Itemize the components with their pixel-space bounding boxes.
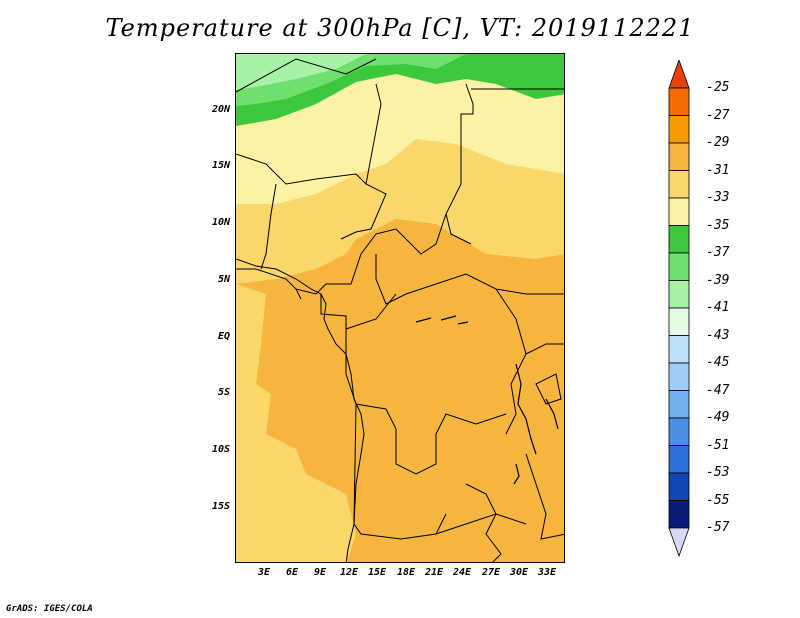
colorbar-tick-label: -49	[706, 410, 730, 425]
colorbar-tick-label: -33	[706, 190, 730, 205]
lat-label-10n: 10N	[211, 217, 230, 228]
lon-label-21e: 21E	[424, 567, 444, 578]
lat-label-15n: 15N	[211, 160, 230, 171]
colorbar-segment	[668, 280, 690, 309]
map-title: Temperature at 300hPa [C], VT: 201911222…	[105, 14, 695, 42]
lat-label-20n: 20N	[211, 104, 230, 115]
colorbar-segment	[668, 362, 690, 391]
lat-label-5s: 5S	[217, 387, 230, 398]
colorbar-segment	[668, 335, 690, 364]
colorbar-top-triangle	[668, 60, 690, 89]
colorbar-tick-label: -37	[706, 245, 730, 260]
colorbar-tick-label: -29	[706, 135, 730, 150]
colorbar-tick-label: -45	[706, 355, 730, 370]
map-svg	[236, 54, 564, 562]
colorbar-segment	[668, 142, 690, 171]
colorbar-segment	[668, 170, 690, 199]
colorbar-tick-label: -41	[706, 300, 730, 315]
colorbar-segment	[668, 417, 690, 446]
colorbar-tick-label: -35	[706, 217, 730, 233]
lon-label-33e: 33E	[537, 567, 557, 578]
colorbar-bottom-triangle	[668, 527, 690, 558]
colorbar-segment	[668, 252, 690, 281]
colorbar-tick-label: -39	[706, 272, 730, 288]
lon-label-3e: 3E	[257, 567, 271, 578]
lon-label-18e: 18E	[396, 567, 416, 578]
colorbar-tick-label: -55	[706, 492, 730, 508]
colorbar-tick-label: -25	[706, 80, 730, 95]
colorbar-segment	[668, 225, 690, 254]
fill-mid-west-coast	[236, 284, 356, 562]
colorbar-segment	[668, 197, 690, 226]
country-borders	[236, 58, 564, 562]
lon-label-12e: 12E	[339, 567, 359, 578]
lon-label-24e: 24E	[452, 567, 472, 578]
colorbar-segment	[668, 87, 690, 116]
colorbar-segment	[668, 115, 690, 144]
colorbar-tick-label: -53	[706, 465, 730, 480]
credit-text: GrADS: IGES/COLA	[6, 604, 93, 614]
colorbar-tick-label: -51	[706, 437, 730, 453]
colorbar-segment	[668, 445, 690, 474]
colorbar-segment	[668, 307, 690, 336]
colorbar-segment	[668, 472, 690, 501]
lon-label-30e: 30E	[509, 567, 529, 578]
lat-label-15s: 15S	[211, 501, 230, 512]
colorbar-tick-label: -27	[706, 107, 730, 123]
colorbar-segment	[668, 500, 690, 529]
colorbar-tick-label: -47	[706, 382, 730, 398]
lakes	[415, 315, 559, 485]
colorbar-tick-label: -43	[706, 327, 730, 343]
lat-label-eq: EQ	[217, 331, 230, 342]
colorbar-segment	[668, 390, 690, 419]
colorbar-tick-label: -31	[706, 162, 730, 178]
map-plot-area	[235, 53, 565, 563]
lon-label-6e: 6E	[285, 567, 299, 578]
lon-label-27e: 27E	[481, 567, 501, 578]
fill-green-light	[236, 54, 366, 90]
lat-label-10s: 10S	[211, 444, 230, 455]
colorbar-tick-label: -57	[706, 520, 730, 535]
lat-label-5n: 5N	[217, 274, 230, 285]
colorbar	[668, 60, 690, 558]
coastline	[236, 258, 365, 562]
lon-label-15e: 15E	[367, 567, 387, 578]
lon-label-9e: 9E	[313, 567, 327, 578]
